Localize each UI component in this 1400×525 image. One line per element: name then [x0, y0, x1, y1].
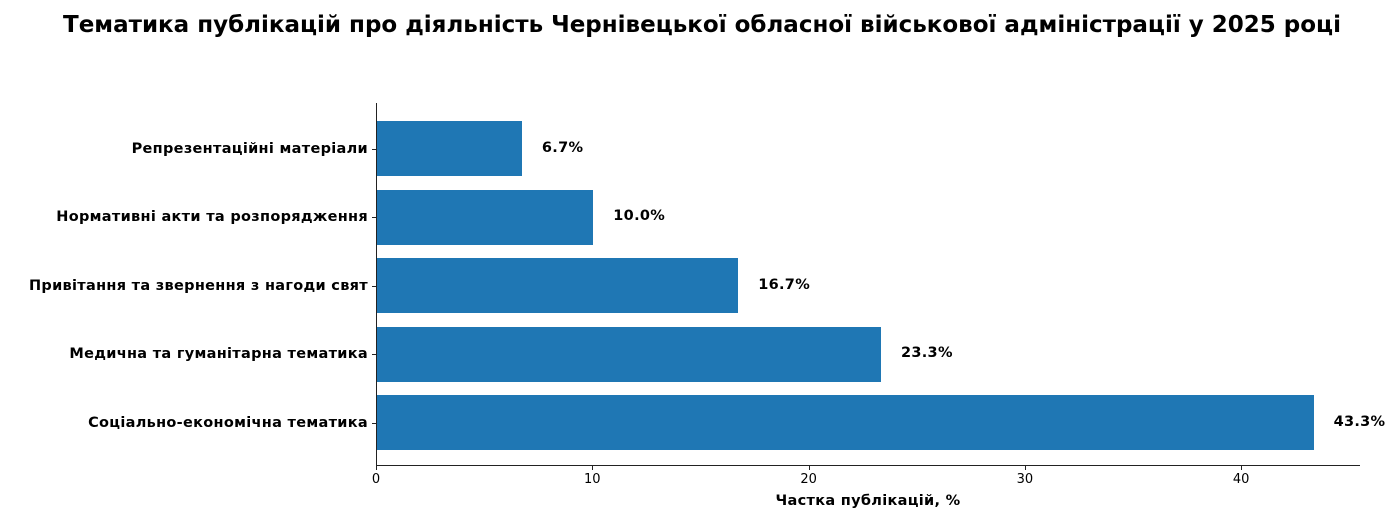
- x-tick: [808, 466, 810, 470]
- y-tick: [372, 217, 376, 218]
- x-axis-label: Частка публікацій, %: [775, 493, 961, 509]
- y-tick: [372, 285, 376, 287]
- bar: [377, 189, 594, 245]
- x-tick: [1241, 466, 1243, 470]
- x-tick: [376, 466, 377, 470]
- x-tick: [592, 466, 594, 470]
- y-tick-label: Привітання та звернення з нагоди свят: [28, 277, 368, 294]
- y-tick: [372, 148, 376, 150]
- bar: [377, 395, 1314, 450]
- bar: [377, 121, 522, 176]
- y-tick: [372, 354, 376, 355]
- chart-title: Тематика публікацій про діяльність Черні…: [63, 12, 1341, 38]
- bar-value-label: 23.3%: [900, 345, 953, 361]
- x-tick-label: 0: [371, 472, 381, 487]
- y-tick-label: Соціально-економічна тематика: [88, 414, 368, 431]
- bar-value-label: 6.7%: [541, 139, 584, 156]
- y-tick-label: Нормативні акти та розпорядження: [56, 209, 368, 225]
- y-axis-line: [376, 103, 377, 466]
- y-tick: [372, 422, 376, 424]
- x-tick-label: 10: [584, 472, 601, 487]
- bar: [377, 326, 881, 382]
- x-tick: [1024, 466, 1026, 470]
- x-axis-line: [376, 465, 1360, 466]
- bar-value-label: 43.3%: [1333, 413, 1386, 430]
- bar-value-label: 16.7%: [758, 276, 811, 293]
- bar: [377, 258, 739, 313]
- x-tick-label: 40: [1232, 472, 1250, 487]
- x-tick-label: 20: [800, 472, 817, 487]
- y-tick-label: Репрезентаційні матеріали: [131, 140, 368, 157]
- y-tick-label: Медична та гуманітарна тематика: [69, 346, 368, 362]
- x-tick-label: 30: [1016, 472, 1034, 487]
- bar-value-label: 10.0%: [613, 208, 666, 224]
